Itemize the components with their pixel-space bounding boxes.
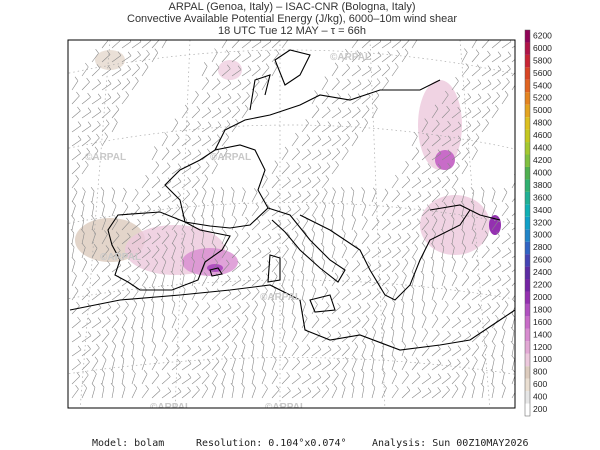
colorbar-label: 2800 <box>533 242 552 252</box>
colorbar-label: 600 <box>533 379 547 389</box>
colorbar-swatch <box>525 104 530 118</box>
colorbar-swatch <box>525 254 530 267</box>
colorbar-swatch <box>525 67 530 80</box>
colorbar: 200 400 600 800 1000 1200 1400 1600 1800 2000 2200… <box>524 29 552 417</box>
colorbar-swatch <box>525 117 530 130</box>
colorbar-swatch <box>525 391 530 404</box>
colorbar-label: 400 <box>533 392 547 402</box>
colorbar-label: 1400 <box>533 329 552 339</box>
colorbar-label: 4400 <box>533 143 552 153</box>
header-line: ARPAL (Genoa, Italy) – ISAC-CNR (Bologna… <box>169 1 416 13</box>
colorbar-label: 5400 <box>533 80 552 90</box>
colorbar-swatch <box>525 216 530 230</box>
colorbar-swatch <box>525 316 530 329</box>
colorbar-label: 3600 <box>533 192 552 202</box>
footer-model: Model: bolam <box>92 438 164 449</box>
colorbar-swatch <box>525 353 530 367</box>
coastlines <box>69 49 515 351</box>
colorbar-label: 800 <box>533 367 547 377</box>
colorbar-swatch <box>525 241 530 255</box>
colorbar-swatch <box>525 142 530 155</box>
colorbar-swatch <box>525 366 530 379</box>
map: ©ARPAL ©ARPAL ©ARPAL ©ARPAL ©ARPAL ©ARPA… <box>68 40 515 413</box>
colorbar-swatch <box>525 303 530 317</box>
colorbar-swatch <box>525 166 530 180</box>
colorbar-label: 3800 <box>533 180 552 190</box>
colorbar-label: 5800 <box>533 55 552 65</box>
colorbar-swatch <box>525 328 530 342</box>
watermark: ©ARPAL <box>100 252 141 263</box>
watermark: ©ARPAL <box>265 402 306 413</box>
colorbar-swatch <box>525 229 530 242</box>
colorbar-label: 4800 <box>533 118 552 128</box>
footer-analysis: Analysis: Sun 00Z10MAY2026 <box>372 438 529 449</box>
watermark: ©ARPAL <box>260 292 301 303</box>
cape-shading <box>75 50 501 276</box>
colorbar-label: 4600 <box>533 130 552 140</box>
wind-barbs <box>70 40 515 399</box>
colorbar-label: 6200 <box>533 30 552 40</box>
colorbar-swatch <box>525 30 530 43</box>
footer-resolution: Resolution: 0.104°x0.074° <box>196 438 347 449</box>
colorbar-swatch <box>525 266 530 280</box>
barb-field <box>70 40 515 399</box>
colorbar-label: 5600 <box>533 68 552 78</box>
colorbar-label: 5200 <box>533 93 552 103</box>
colorbar-label: 2000 <box>533 292 552 302</box>
colorbar-swatch <box>525 191 530 205</box>
colorbar-label: 4200 <box>533 155 552 165</box>
watermark: ©ARPAL <box>150 402 191 413</box>
colorbar-label: 2200 <box>533 280 552 290</box>
colorbar-swatch <box>525 378 530 392</box>
colorbar-swatch <box>525 204 530 217</box>
colorbar-swatch <box>525 42 530 55</box>
header-line: Convective Available Potential Energy (J… <box>127 13 457 25</box>
colorbar-label: 1200 <box>533 342 552 352</box>
colorbar-label: 3000 <box>533 230 552 240</box>
colorbar-label: 2600 <box>533 255 552 265</box>
colorbar-label: 3400 <box>533 205 552 215</box>
watermark: ©ARPAL <box>85 152 126 163</box>
colorbar-swatch <box>525 291 530 304</box>
map-frame <box>67 39 516 409</box>
colorbar-swatch <box>525 129 530 143</box>
watermark: ©ARPAL <box>210 152 251 163</box>
colorbar-swatch <box>525 403 530 416</box>
colorbar-label: 200 <box>533 404 547 414</box>
colorbar-swatch <box>525 179 530 192</box>
colorbar-label: 4000 <box>533 167 552 177</box>
colorbar-swatch <box>525 79 530 93</box>
colorbar-swatch <box>525 154 530 167</box>
colorbar-label: 5000 <box>533 105 552 115</box>
colorbar-label: 1600 <box>533 317 552 327</box>
colorbar-label: 1000 <box>533 354 552 364</box>
colorbar-swatch <box>525 92 530 105</box>
header-line: 18 UTC Tue 12 MAY – τ = 66h <box>218 25 366 37</box>
colorbar-frame <box>524 29 531 417</box>
watermark: ©ARPAL <box>330 52 371 63</box>
colorbar-swatch <box>525 54 530 68</box>
colorbar-swatch <box>525 279 530 292</box>
colorbar-swatch <box>525 341 530 354</box>
colorbar-label: 6000 <box>533 43 552 53</box>
colorbar-label: 1800 <box>533 304 552 314</box>
colorbar-label: 2400 <box>533 267 552 277</box>
colorbar-label: 3200 <box>533 217 552 227</box>
